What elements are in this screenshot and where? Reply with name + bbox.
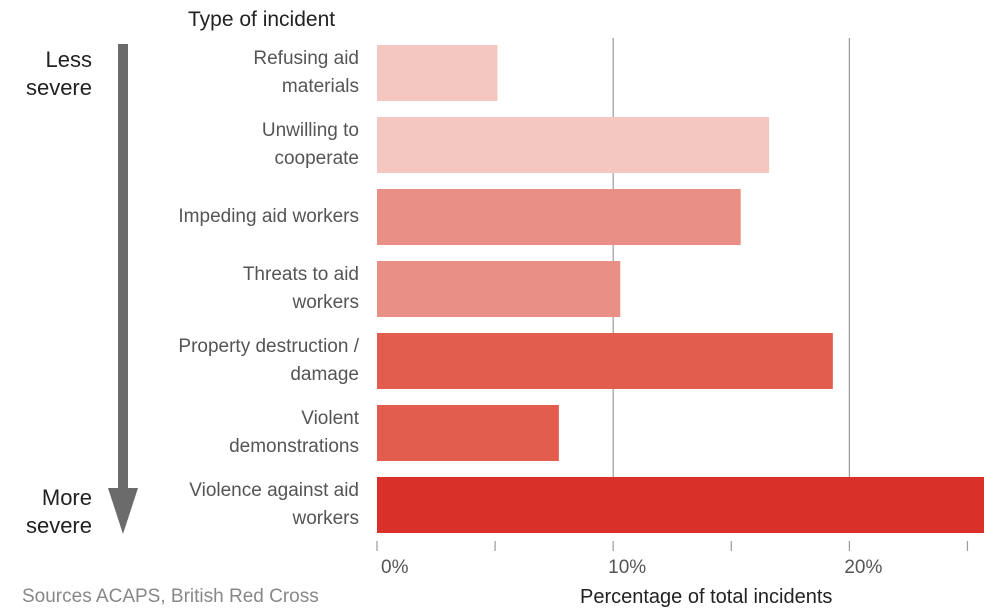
category-label-line: demonstrations [229,436,359,457]
bar [377,405,559,461]
bar [377,45,498,101]
chart-title: Type of incident [188,8,336,31]
bar [377,189,741,245]
bar [377,117,770,173]
category-label-line: Refusing aid [253,48,359,69]
category-label-line: workers [292,292,359,313]
bar [377,261,621,317]
x-tick-label: 10% [608,557,647,578]
bar [377,333,833,389]
x-tick-label: 0% [381,557,409,578]
category-label-line: Property destruction / [178,336,359,357]
x-tick-label: 20% [844,557,883,578]
category-label-line: damage [290,364,359,385]
more-severe-line-2: severe [25,513,92,538]
category-label-line: materials [281,76,359,97]
category-label: Refusing aid materials [119,45,359,101]
severity-arrow-icon [108,44,138,534]
category-label-line: Violence against aid [189,480,359,501]
category-label: Impeding aid workers [119,203,359,231]
category-label-line: Unwilling to [261,120,359,141]
category-label: Violence against aid workers [119,477,359,533]
more-severe-label: More severe [2,484,92,540]
bar [377,477,984,533]
less-severe-label: Less severe [2,46,92,102]
category-label: Threats to aid workers [119,261,359,317]
x-axis-label: Percentage of total incidents [580,586,833,608]
source-note: Sources ACAPS, British Red Cross [22,586,319,607]
category-label: Property destruction / damage [119,333,359,389]
category-label-line: cooperate [274,148,359,169]
category-label-line: Impeding aid workers [178,206,359,227]
category-label-line: workers [292,508,359,529]
less-severe-line-1: Less [45,47,92,72]
more-severe-line-1: More [41,485,92,510]
category-label: Unwilling to cooperate [119,117,359,173]
category-label-line: Threats to aid [242,264,359,285]
category-label-line: Violent [301,408,359,429]
category-label: Violent demonstrations [119,405,359,461]
less-severe-line-2: severe [25,75,92,100]
